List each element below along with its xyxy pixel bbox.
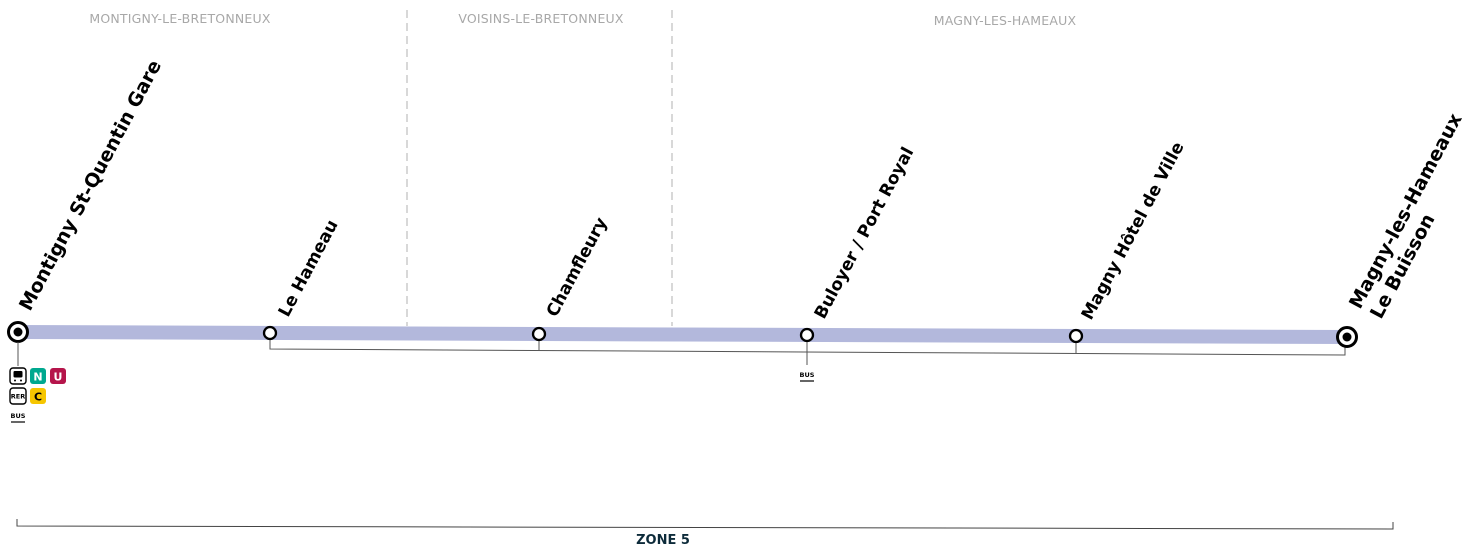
train-line-letter: N [33, 371, 42, 384]
bus-icon-label: BUS [11, 412, 26, 420]
commune-label: VOISINS-LE-BRETONNEUX [458, 11, 624, 26]
bus-icon: BUS [11, 412, 26, 423]
rer-icon-label: RER [11, 393, 25, 401]
bus-icon: BUS [800, 371, 815, 382]
rer-line-letter: C [34, 391, 42, 404]
stop-label-chamfleury: Chamfleury [543, 214, 612, 320]
terminus-marker-dot [1342, 332, 1352, 342]
zone-label: ZONE 5 [636, 533, 690, 548]
stop-montigny-st-quentin-gare[interactable] [7, 321, 29, 343]
stop-label-le-hameau: Le Hameau [275, 217, 343, 321]
train-line-letter: U [54, 371, 63, 384]
rer-line-c-badge[interactable]: C [30, 388, 46, 404]
stop-label-magny-hotel-de-ville: Magny Hôtel de Ville [1078, 139, 1189, 324]
stop-marker-buloyer-port-royal[interactable] [799, 327, 815, 343]
route-line [18, 325, 1347, 344]
stop-magny-les-hameaux-le-buisson[interactable] [1336, 326, 1358, 348]
commune-label: MONTIGNY-LE-BRETONNEUX [89, 11, 271, 26]
stop-marker-chamfleury[interactable] [531, 326, 547, 342]
train-icon [9, 367, 27, 385]
stop-label-buloyer-port-royal: Buloyer / Port Royal [811, 144, 918, 322]
zone-bracket [16, 519, 1394, 530]
terminus-marker-dot [13, 327, 23, 337]
train-line-u-badge[interactable]: U [50, 368, 66, 384]
stop-marker-le-hameau[interactable] [262, 325, 278, 341]
bus-icon-label: BUS [800, 371, 815, 379]
commune-label: MAGNY-LES-HAMEAUX [934, 13, 1077, 28]
rer-icon: RER [9, 387, 27, 405]
stop-label-montigny-st-quentin-gare: Montigny St-Quentin Gare [15, 56, 166, 314]
stop-marker-magny-hotel-de-ville[interactable] [1068, 328, 1084, 344]
train-line-n-badge[interactable]: N [30, 368, 46, 384]
correspondences-montigny: N U RER C BUS [9, 367, 66, 423]
